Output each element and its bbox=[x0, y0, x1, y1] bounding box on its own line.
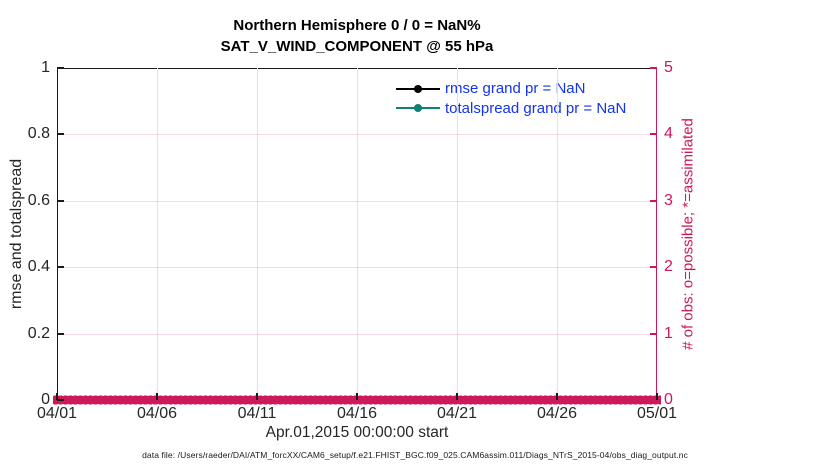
x-tick-label: 04/01 bbox=[36, 405, 78, 422]
v-gridline bbox=[257, 68, 258, 400]
h-gridline bbox=[57, 267, 657, 269]
right-tick-mark bbox=[650, 266, 657, 269]
left-tick-mark bbox=[57, 399, 64, 401]
left-tick-label: 0 bbox=[41, 391, 50, 408]
left-axis-label: rmse and totalspread bbox=[8, 158, 25, 310]
right-tick-label: 4 bbox=[664, 125, 673, 143]
left-tick-label: 0.2 bbox=[27, 324, 50, 342]
right-tick-mark bbox=[650, 199, 657, 202]
legend-item-totalspread: totalspread grand pr = NaN bbox=[396, 99, 626, 119]
obs-count-marker-band bbox=[53, 395, 661, 405]
left-tick-label: 0.8 bbox=[27, 125, 50, 143]
right-tick-label: 1 bbox=[664, 324, 673, 342]
rmse-marker-icon bbox=[414, 84, 422, 93]
x-axis-label: Apr.01,2015 00:00:00 start bbox=[265, 424, 449, 441]
x-tick-mark bbox=[456, 393, 458, 400]
data-file-footer: data file: /Users/raeder/DAI/ATM_forcXX/… bbox=[142, 450, 688, 460]
legend-label-totalspread: totalspread grand pr = NaN bbox=[445, 99, 627, 117]
title-line1: Northern Hemisphere 0 / 0 = NaN% bbox=[233, 17, 481, 34]
x-tick-mark bbox=[556, 393, 558, 400]
x-tick-mark bbox=[156, 393, 158, 400]
totalspread-line-sample-icon bbox=[396, 104, 440, 113]
h-gridline bbox=[57, 200, 657, 202]
left-tick-mark bbox=[57, 199, 64, 202]
legend-item-rmse: rmse grand pr = NaN bbox=[396, 79, 626, 99]
right-tick-mark bbox=[650, 332, 657, 335]
left-tick-mark bbox=[57, 332, 64, 335]
x-tick-label: 04/11 bbox=[237, 405, 277, 422]
x-tick-mark bbox=[656, 393, 658, 400]
h-gridline bbox=[57, 333, 657, 335]
v-gridline bbox=[157, 68, 158, 400]
right-axis-label: # of obs: o=possible; *=assimilated bbox=[679, 118, 697, 350]
right-tick-label: 0 bbox=[664, 391, 673, 408]
h-gridline bbox=[57, 134, 657, 136]
right-tick-mark bbox=[650, 67, 657, 69]
totalspread-marker-icon bbox=[414, 104, 422, 113]
right-tick-mark bbox=[650, 399, 657, 401]
right-tick-label: 3 bbox=[664, 191, 673, 209]
right-tick-mark bbox=[650, 133, 657, 136]
x-tick-label: 04/26 bbox=[536, 405, 578, 422]
title-line2: SAT_V_WIND_COMPONENT @ 55 hPa bbox=[220, 38, 494, 55]
left-tick-mark bbox=[57, 266, 64, 269]
x-tick-label: 04/06 bbox=[136, 405, 178, 422]
right-tick-label: 5 bbox=[664, 59, 673, 76]
right-tick-label: 2 bbox=[664, 258, 673, 276]
x-tick-label: 05/01 bbox=[636, 405, 678, 422]
left-tick-label: 0.4 bbox=[27, 258, 50, 276]
legend-label-rmse: rmse grand pr = NaN bbox=[445, 80, 586, 98]
x-tick-label: 04/21 bbox=[436, 405, 478, 422]
legend: rmse grand pr = NaN totalspread grand pr… bbox=[396, 79, 626, 118]
v-gridline bbox=[357, 68, 358, 400]
x-tick-mark bbox=[56, 393, 58, 400]
left-tick-mark bbox=[57, 67, 64, 69]
left-tick-label: 1 bbox=[41, 59, 50, 76]
v-gridline bbox=[457, 68, 458, 400]
x-tick-mark bbox=[256, 393, 258, 400]
x-tick-mark bbox=[356, 393, 358, 400]
left-tick-mark bbox=[57, 133, 64, 136]
x-tick-label: 04/16 bbox=[336, 405, 378, 422]
v-gridline bbox=[557, 68, 558, 400]
left-tick-label: 0.6 bbox=[27, 191, 50, 209]
rmse-line-sample-icon bbox=[396, 84, 440, 93]
chart-title: Northern Hemisphere 0 / 0 = NaN% SAT_V_W… bbox=[57, 15, 657, 57]
